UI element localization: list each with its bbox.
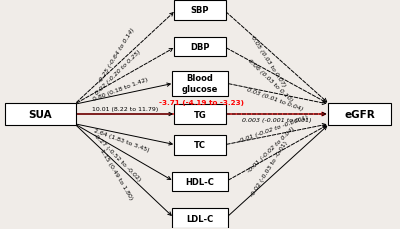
Text: 0.003 (-0.001 to 0.01): 0.003 (-0.001 to 0.01) bbox=[242, 118, 312, 123]
FancyBboxPatch shape bbox=[174, 38, 226, 57]
FancyBboxPatch shape bbox=[172, 208, 228, 228]
Text: SUA: SUA bbox=[29, 109, 52, 120]
Text: 10.01 (8.22 to 11.79): 10.01 (8.22 to 11.79) bbox=[92, 106, 158, 111]
Text: -0.02 (-0.03 to -0.01): -0.02 (-0.03 to -0.01) bbox=[250, 139, 289, 197]
FancyBboxPatch shape bbox=[328, 104, 391, 125]
Text: LDL-C: LDL-C bbox=[186, 214, 214, 223]
Text: 0.06 (0.03 to 0.10): 0.06 (0.03 to 0.10) bbox=[247, 58, 293, 102]
Text: -0.25 (-0.64 to 0.14): -0.25 (-0.64 to 0.14) bbox=[98, 27, 136, 83]
FancyBboxPatch shape bbox=[174, 136, 226, 155]
Text: 0.02 (-0.20 to 0.25): 0.02 (-0.20 to 0.25) bbox=[94, 49, 142, 95]
Text: Blood
glucose: Blood glucose bbox=[182, 74, 218, 93]
FancyBboxPatch shape bbox=[174, 1, 226, 21]
Text: TG: TG bbox=[194, 110, 206, 119]
Text: 0.03 (0.01 to 0.04): 0.03 (0.01 to 0.04) bbox=[246, 87, 303, 112]
Text: 0.80 (0.18 to 1.42): 0.80 (0.18 to 1.42) bbox=[93, 76, 149, 101]
Text: -0.01 (-0.02 to 0.04): -0.01 (-0.02 to 0.04) bbox=[246, 125, 296, 173]
Text: 1.15 (0.49 to 1.80): 1.15 (0.49 to 1.80) bbox=[98, 148, 133, 200]
Text: SBP: SBP bbox=[191, 6, 209, 15]
Text: 2.64 (1.83 to 3.45): 2.64 (1.83 to 3.45) bbox=[94, 128, 150, 152]
Text: DBP: DBP bbox=[190, 43, 210, 52]
Text: -3.71 (-4.19 to -3.23): -3.71 (-4.19 to -3.23) bbox=[160, 99, 244, 105]
Text: HDL-C: HDL-C bbox=[186, 177, 214, 186]
FancyBboxPatch shape bbox=[174, 105, 226, 124]
Text: TC: TC bbox=[194, 141, 206, 150]
Text: -0.01 (-0.02 to -0.0001): -0.01 (-0.02 to -0.0001) bbox=[238, 115, 309, 144]
FancyBboxPatch shape bbox=[172, 172, 228, 191]
Text: -0.27 (-0.52 to -0.02): -0.27 (-0.52 to -0.02) bbox=[92, 132, 142, 182]
FancyBboxPatch shape bbox=[172, 71, 228, 96]
FancyBboxPatch shape bbox=[5, 104, 76, 125]
Text: 0.05 (0.03 to 0.07): 0.05 (0.03 to 0.07) bbox=[250, 35, 286, 87]
Text: eGFR: eGFR bbox=[344, 109, 375, 120]
